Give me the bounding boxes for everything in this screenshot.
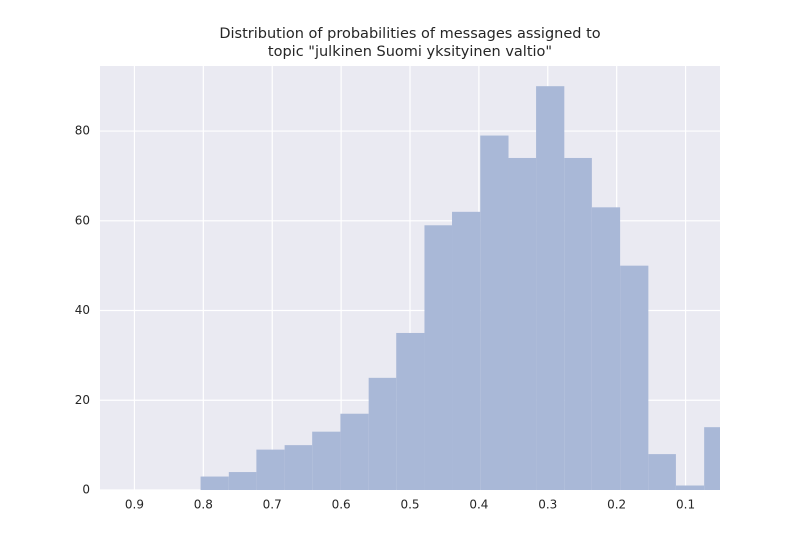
bar [256, 449, 285, 490]
bar [396, 332, 425, 490]
x-tick-label: 0.8 [194, 498, 213, 512]
bar [284, 445, 313, 490]
bar [200, 476, 229, 490]
x-tick-label: 0.5 [400, 498, 419, 512]
chart-title: topic "julkinen Suomi yksityinen valtio" [268, 44, 552, 60]
bar [704, 427, 720, 490]
bar [480, 135, 509, 490]
y-tick-label: 40 [75, 303, 90, 317]
bar [340, 413, 369, 490]
x-tick-label: 0.1 [676, 498, 695, 512]
y-tick-label: 60 [75, 213, 90, 227]
y-tick-label: 80 [75, 124, 90, 138]
bar [648, 454, 676, 490]
y-tick-label: 0 [82, 483, 90, 497]
bar [591, 207, 621, 490]
bar [424, 225, 453, 490]
x-tick-label: 0.9 [125, 498, 144, 512]
bar [508, 157, 537, 490]
x-tick-label: 0.6 [332, 498, 351, 512]
bar [228, 472, 257, 490]
x-tick-label: 0.2 [607, 498, 626, 512]
y-tick-label: 20 [75, 393, 90, 407]
bar [368, 377, 397, 490]
bar [564, 157, 592, 490]
bar [536, 86, 565, 490]
bar [452, 211, 481, 490]
x-tick-label: 0.7 [263, 498, 282, 512]
x-tick-label: 0.3 [538, 498, 557, 512]
bar [675, 485, 705, 490]
bar [620, 265, 649, 490]
x-tick-label: 0.4 [469, 498, 488, 512]
bar [312, 431, 341, 490]
chart-title: Distribution of probabilities of message… [219, 26, 600, 42]
